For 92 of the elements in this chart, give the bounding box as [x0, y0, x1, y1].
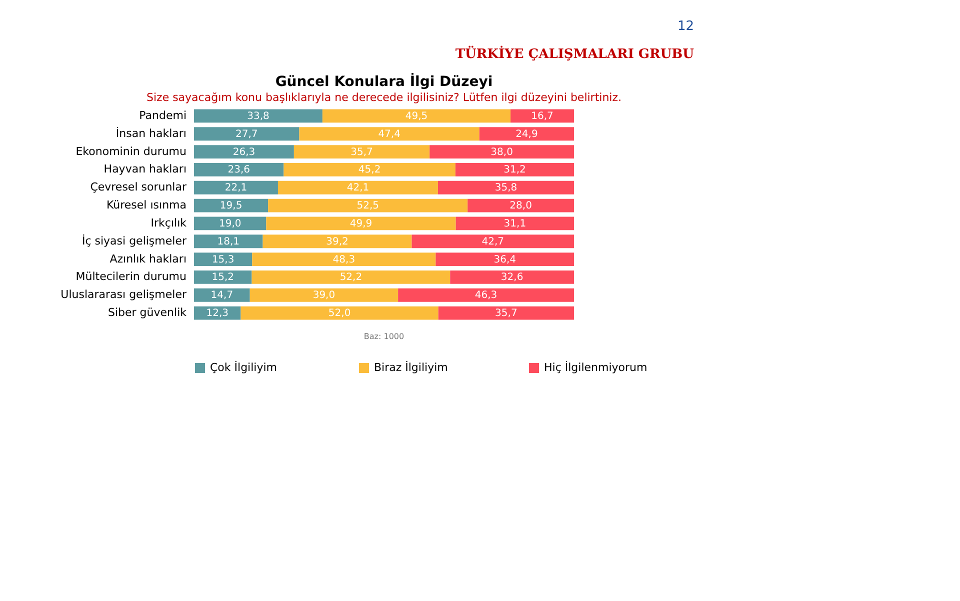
bar: [266, 216, 456, 230]
data-label: 31,2: [504, 164, 526, 176]
bar: [262, 234, 412, 248]
bar: [194, 234, 263, 248]
bar: [479, 127, 574, 141]
bar: [455, 162, 574, 176]
data-label: 35,7: [495, 308, 518, 320]
data-label: 19,5: [220, 200, 242, 212]
bar: [194, 198, 268, 212]
bar: [456, 216, 574, 230]
bar: [430, 145, 574, 159]
data-label: 42,1: [346, 182, 370, 194]
bar: [252, 270, 450, 284]
text: Baz: 1000: [364, 332, 404, 341]
y-tick-label: Pandemi: [139, 108, 186, 122]
y-tick-label: Uluslararası gelişmeler: [60, 288, 187, 302]
data-label: 49,5: [405, 110, 428, 122]
bar: [194, 109, 322, 123]
data-label: 39,0: [312, 290, 336, 302]
y-tick-label: Küresel ısınma: [106, 198, 186, 212]
bar: [268, 198, 468, 212]
data-label: 46,3: [474, 290, 498, 302]
data-label: 49,9: [350, 218, 372, 230]
bar: [194, 306, 241, 320]
data-label: 52,0: [328, 308, 351, 320]
data-label: 24,9: [516, 128, 538, 140]
data-label: 14,7: [210, 290, 234, 302]
legend-label: Çok İlgiliyim: [210, 360, 278, 374]
data-label: 23,6: [228, 164, 250, 176]
data-label: 32,6: [500, 272, 524, 284]
bar: [299, 127, 480, 141]
y-tick-label: Çevresel sorunlar: [90, 180, 187, 194]
bar: [398, 288, 574, 302]
legend-label: Hiç İlgilenmiyorum: [544, 360, 648, 374]
bar: [438, 306, 574, 320]
bar: [194, 127, 300, 141]
bar: [194, 145, 294, 159]
bar: [252, 252, 436, 266]
data-label: 39,2: [326, 236, 348, 248]
bar: [510, 109, 574, 123]
bar: [438, 180, 574, 194]
bar: [284, 162, 456, 176]
bar: [322, 109, 511, 123]
data-label: 48,3: [332, 254, 356, 266]
data-label: 16,7: [531, 110, 554, 122]
bar: [240, 306, 438, 320]
bar: [194, 162, 284, 176]
bar: [278, 180, 438, 194]
bar: [468, 198, 574, 212]
data-label: 42,7: [482, 236, 504, 248]
data-label: 15,3: [212, 254, 234, 266]
data-label: 33,8: [247, 110, 270, 122]
y-tick-label: Irkçılık: [150, 216, 188, 230]
bar: [250, 288, 398, 302]
bar: [436, 252, 574, 266]
bar: [450, 270, 574, 284]
data-label: 12,3: [206, 308, 229, 320]
data-label: 28,0: [510, 200, 532, 212]
y-tick-label: Ekonominin durumu: [76, 144, 186, 158]
bar: [412, 234, 574, 248]
data-label: 22,1: [224, 182, 248, 194]
data-label: 31,1: [504, 218, 526, 230]
data-label: 26,3: [232, 146, 256, 158]
legend-label: Biraz İlgiliyim: [374, 360, 448, 374]
y-tick-label: Mültecilerin durumu: [76, 270, 186, 284]
data-label: 38,0: [490, 146, 513, 158]
bar: [194, 252, 252, 266]
bar: [294, 145, 430, 159]
data-label: 45,2: [358, 164, 381, 176]
data-label: 52,2: [340, 272, 362, 284]
chart-title: Güncel Konulara İlgi Düzeyi: [275, 73, 493, 90]
y-tick-label: İnsan hakları: [116, 126, 186, 140]
data-label: 18,1: [217, 236, 240, 248]
bar: [194, 288, 250, 302]
y-tick-label: Hayvan hakları: [104, 162, 186, 176]
bar: [194, 216, 266, 230]
data-label: 52,5: [356, 200, 379, 212]
data-label: 35,8: [494, 182, 518, 194]
chart-subtitle: Size sayacağım konu başlıklarıyla ne derecede ilgilisiniz? Lütfen ilgi düzeyini belirtiniz.: [146, 91, 622, 104]
text: 12: [677, 19, 694, 34]
data-label: 27,7: [235, 128, 258, 140]
bar: [194, 270, 252, 284]
y-tick-label: Siber güvenlik: [108, 306, 188, 320]
data-label: 47,4: [378, 128, 400, 140]
bar: [194, 180, 278, 194]
y-tick-label: İç siyasi gelişmeler: [82, 233, 187, 248]
data-label: 15,2: [212, 272, 234, 284]
data-label: 36,4: [494, 254, 516, 266]
y-tick-label: Azınlık hakları: [110, 252, 186, 266]
data-label: 19,0: [218, 218, 242, 230]
text: TÜRKİYE ÇALIŞMALARI GRUBU: [455, 45, 695, 62]
data-label: 35,7: [350, 146, 373, 158]
